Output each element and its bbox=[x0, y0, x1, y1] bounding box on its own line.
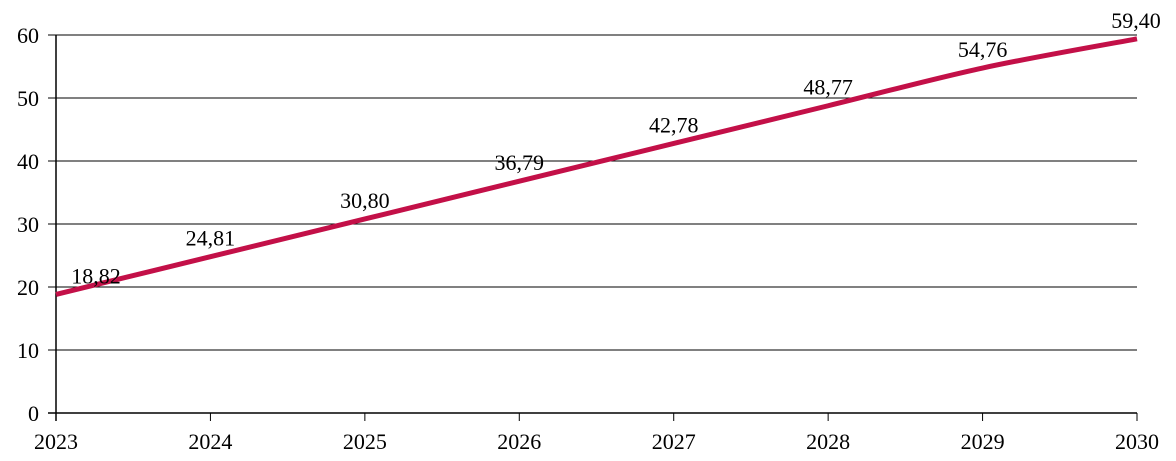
x-tick-labels: 2023 2024 2025 2026 2027 2028 2029 2030 bbox=[34, 429, 1159, 454]
data-series bbox=[55, 36, 1138, 297]
series-line bbox=[55, 36, 1138, 297]
gridlines bbox=[48, 34, 1137, 414]
data-label: 18,82 bbox=[71, 263, 121, 288]
data-label: 30,80 bbox=[340, 188, 390, 213]
y-tick-label: 50 bbox=[17, 86, 39, 111]
axes bbox=[48, 35, 1137, 421]
data-label: 24,81 bbox=[186, 226, 236, 251]
data-label: 36,79 bbox=[495, 150, 545, 175]
y-tick-label: 40 bbox=[17, 149, 39, 174]
data-labels: 18,82 24,81 30,80 36,79 42,78 48,77 54,76 59,40 bbox=[71, 8, 1161, 289]
y-tick-label: 60 bbox=[17, 23, 39, 48]
y-tick-labels: 0 10 20 30 40 50 60 bbox=[17, 23, 39, 426]
x-tick-label: 2026 bbox=[497, 429, 541, 454]
x-tick-label: 2025 bbox=[343, 429, 387, 454]
x-tick-label: 2028 bbox=[806, 429, 850, 454]
x-tick-label: 2023 bbox=[34, 429, 78, 454]
x-tick-label: 2029 bbox=[961, 429, 1005, 454]
y-tick-label: 10 bbox=[17, 338, 39, 363]
x-tick-label: 2024 bbox=[188, 429, 232, 454]
y-tick-label: 30 bbox=[17, 212, 39, 237]
x-tick-label: 2030 bbox=[1115, 429, 1159, 454]
y-tick-label: 20 bbox=[17, 275, 39, 300]
data-label: 54,76 bbox=[958, 37, 1008, 62]
x-axis-ticks bbox=[55, 413, 1138, 421]
y-tick-label: 0 bbox=[28, 401, 39, 426]
data-label: 48,77 bbox=[803, 75, 853, 100]
data-label: 59,40 bbox=[1111, 8, 1161, 33]
data-label: 42,78 bbox=[649, 112, 699, 137]
x-tick-label: 2027 bbox=[652, 429, 696, 454]
